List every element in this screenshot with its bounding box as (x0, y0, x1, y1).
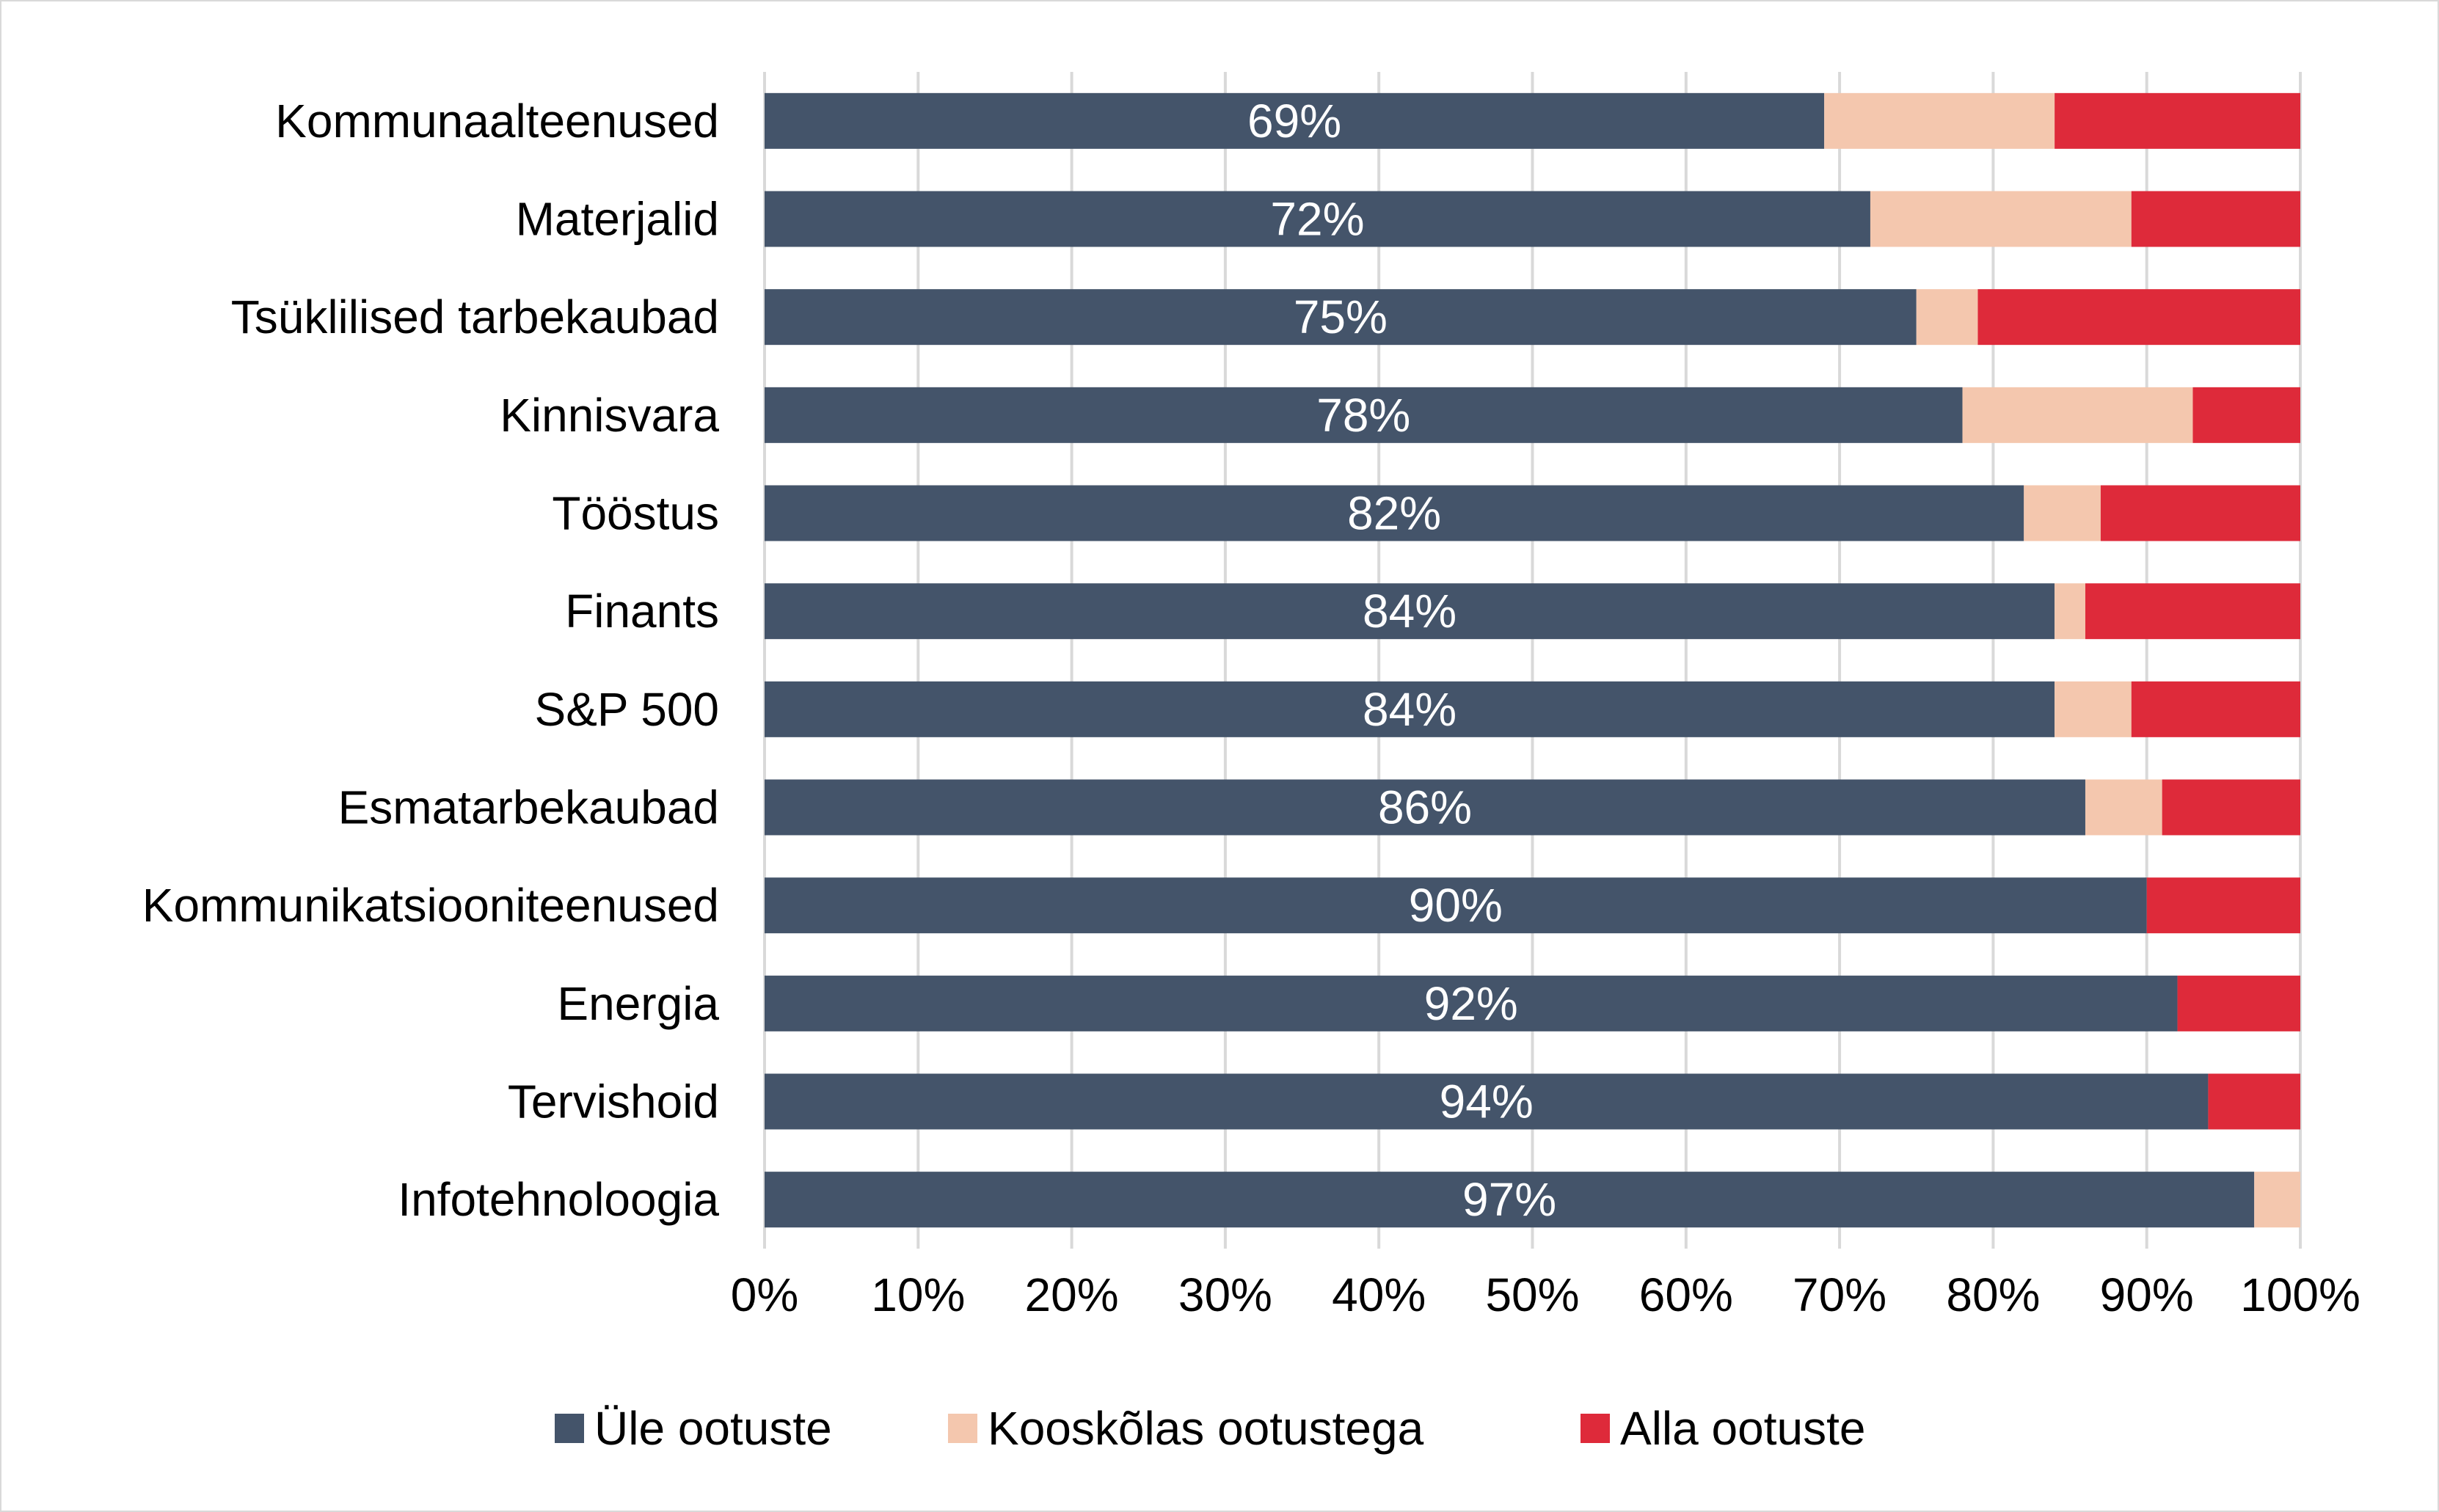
bar-segment-6-0 (765, 681, 2055, 737)
bar-segment-0-0 (765, 92, 1825, 149)
bar-segment-5-0 (765, 583, 2055, 640)
bar-segment-7-2 (2162, 779, 2300, 836)
data-label-11: 97% (1462, 1173, 1556, 1226)
bar-segment-3-0 (765, 387, 1963, 443)
bar-segment-1-1 (1870, 191, 2132, 247)
legend-swatch-0 (555, 1414, 584, 1443)
data-label-6: 84% (1363, 683, 1457, 736)
bar-segment-4-2 (2100, 485, 2300, 541)
data-label-3: 78% (1316, 389, 1410, 442)
bar-segment-4-0 (765, 485, 2024, 541)
bar-segment-6-2 (2131, 681, 2300, 737)
data-label-4: 82% (1347, 487, 1441, 540)
bars (765, 92, 2300, 1228)
x-tick-label-3: 30% (1178, 1268, 1272, 1321)
data-label-1: 72% (1270, 193, 1364, 246)
x-tick-label-8: 80% (1946, 1268, 2040, 1321)
bar-segment-3-1 (1962, 387, 2193, 443)
bar-segment-7-0 (765, 779, 2085, 836)
bar-segment-5-1 (2055, 583, 2085, 640)
category-label-4: Tööstus (552, 487, 719, 540)
bar-segment-10-0 (765, 1073, 2209, 1130)
category-label-11: Infotehnoloogia (398, 1173, 719, 1226)
bar-segment-1-2 (2131, 191, 2300, 247)
bar-segment-6-1 (2055, 681, 2132, 737)
category-label-10: Tervishoid (508, 1075, 719, 1128)
bar-segment-11-0 (765, 1172, 2255, 1228)
x-tick-label-10: 100% (2240, 1268, 2360, 1321)
category-label-1: Materjalid (516, 193, 719, 246)
x-tick-label-9: 90% (2100, 1268, 2194, 1321)
data-label-7: 86% (1378, 781, 1472, 834)
category-labels: Kommunaalteenused Materjalid Tsüklilised t… (142, 95, 720, 1226)
category-label-2: Tsüklilised tarbekaubad (231, 291, 719, 343)
bar-segment-8-0 (765, 877, 2147, 934)
grid-lines (763, 72, 2302, 1249)
bar-segment-5-2 (2085, 583, 2300, 640)
x-tick-label-0: 0% (731, 1268, 799, 1321)
bar-segment-2-1 (1916, 289, 1978, 346)
bar-segment-9-2 (2177, 975, 2300, 1031)
legend-label-0: Üle ootuste (594, 1402, 832, 1455)
data-label-5: 84% (1363, 585, 1457, 638)
bar-segment-2-2 (1977, 289, 2300, 346)
data-labels: 69% 72% 75% 78% 82% 84% 84% 86% 90% 92% 94% 97% (1247, 95, 1556, 1226)
x-tick-label-4: 40% (1332, 1268, 1426, 1321)
category-label-6: S&P 500 (535, 683, 719, 736)
category-label-0: Kommunaalteenused (275, 95, 719, 147)
data-label-0: 69% (1247, 95, 1341, 147)
bar-segment-0-2 (2055, 92, 2300, 149)
x-tick-label-2: 20% (1025, 1268, 1119, 1321)
data-label-8: 90% (1409, 879, 1503, 932)
data-label-10: 94% (1440, 1075, 1534, 1128)
bar-segment-4-1 (2024, 485, 2101, 541)
x-tick-label-7: 70% (1793, 1268, 1886, 1321)
legend-swatch-2 (1581, 1414, 1610, 1443)
x-tick-label-6: 60% (1639, 1268, 1733, 1321)
bar-segment-2-0 (765, 289, 1917, 346)
bar-segment-9-0 (765, 975, 2178, 1031)
bar-segment-3-2 (2192, 387, 2300, 443)
category-label-9: Energia (557, 977, 719, 1030)
bar-segment-10-2 (2208, 1073, 2300, 1130)
x-tick-label-1: 10% (871, 1268, 965, 1321)
bar-segment-1-0 (765, 191, 1870, 247)
bar-segment-8-2 (2146, 877, 2300, 934)
bar-segment-11-1 (2254, 1172, 2300, 1228)
category-label-7: Esmatarbekaubad (338, 781, 719, 834)
category-label-5: Finants (565, 585, 719, 638)
bar-segment-7-1 (2085, 779, 2162, 836)
bar-segment-0-1 (1824, 92, 2055, 149)
legend-swatch-1 (948, 1414, 977, 1443)
x-tick-label-5: 50% (1485, 1268, 1579, 1321)
data-label-9: 92% (1424, 977, 1518, 1030)
data-label-2: 75% (1294, 291, 1388, 343)
category-label-8: Kommunikatsiooniteenused (142, 879, 719, 932)
legend: Üle ootuste Kooskõlas ootustega Alla ootus… (555, 1402, 1865, 1455)
legend-label-1: Kooskõlas ootustega (988, 1402, 1424, 1455)
category-label-3: Kinnisvara (500, 389, 719, 442)
legend-label-2: Alla ootuste (1620, 1402, 1865, 1455)
x-axis-tick-labels: 0% 10% 20% 30% 40% 50% 60% 70% 80% 90% 100% (731, 1268, 2360, 1321)
